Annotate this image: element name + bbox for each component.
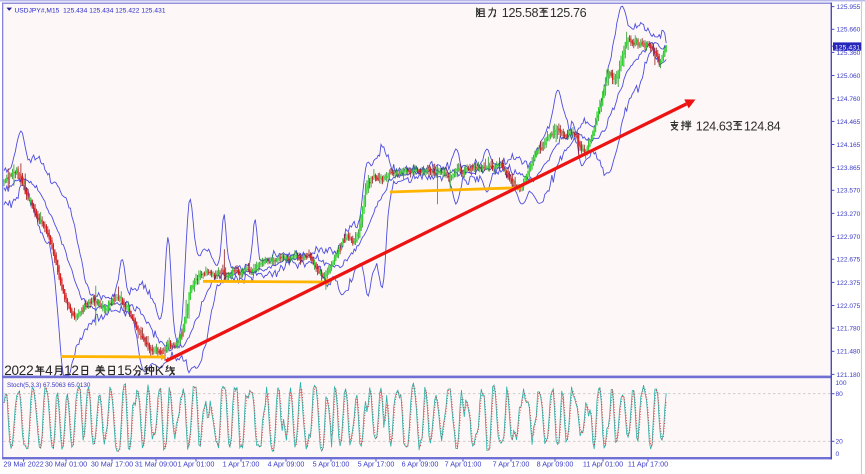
svg-text:125.060: 125.060	[837, 73, 861, 80]
svg-text:124.63: 124.63	[696, 119, 733, 133]
svg-text:11 Apr 17:00: 11 Apr 17:00	[628, 460, 668, 469]
svg-text:2022: 2022	[4, 363, 33, 378]
svg-text:7 Apr 01:00: 7 Apr 01:00	[445, 460, 482, 469]
svg-text:8 Apr 09:00: 8 Apr 09:00	[537, 460, 574, 469]
svg-text:30 Mar 17:00: 30 Mar 17:00	[91, 460, 133, 469]
svg-text:4 Apr 09:00: 4 Apr 09:00	[268, 460, 305, 469]
svg-text:125.76: 125.76	[550, 6, 587, 20]
svg-text:123.570: 123.570	[837, 188, 861, 195]
svg-text:100: 100	[836, 380, 847, 387]
svg-text:125.431: 125.431	[835, 44, 860, 51]
svg-text:121.180: 121.180	[837, 372, 861, 379]
svg-text:122.970: 122.970	[837, 234, 861, 241]
svg-text:122.675: 122.675	[837, 257, 861, 264]
svg-text:124.84: 124.84	[744, 119, 781, 133]
svg-text:122.075: 122.075	[837, 303, 861, 310]
svg-text:11 Apr 01:00: 11 Apr 01:00	[583, 460, 623, 469]
svg-text:121.780: 121.780	[837, 326, 861, 333]
svg-text:Stoch(5,3,3) 67.5063 65.0130: Stoch(5,3,3) 67.5063 65.0130	[7, 382, 91, 389]
svg-text:125.955: 125.955	[837, 4, 861, 11]
svg-text:1 Apr 17:00: 1 Apr 17:00	[223, 460, 260, 469]
svg-text:31 Mar 09:00: 31 Mar 09:00	[135, 460, 177, 469]
svg-text:30 Mar 01:00: 30 Mar 01:00	[45, 460, 87, 469]
svg-text:0: 0	[836, 451, 840, 458]
svg-text:124.165: 124.165	[837, 142, 861, 149]
svg-text:15: 15	[117, 363, 132, 378]
svg-text:7 Apr 17:00: 7 Apr 17:00	[493, 460, 530, 469]
svg-text:125.660: 125.660	[837, 27, 861, 34]
svg-text:121.480: 121.480	[837, 349, 861, 356]
svg-text:6 Apr 09:00: 6 Apr 09:00	[402, 460, 439, 469]
svg-text:K: K	[155, 363, 164, 378]
svg-text:5 Apr 17:00: 5 Apr 17:00	[358, 460, 395, 469]
svg-text:80: 80	[836, 391, 844, 398]
svg-text:1 Apr 01:00: 1 Apr 01:00	[178, 460, 215, 469]
svg-text:12: 12	[64, 363, 79, 378]
svg-text:123.270: 123.270	[837, 211, 861, 218]
svg-text:125.58: 125.58	[502, 6, 539, 20]
svg-text:29 Mar 2022: 29 Mar 2022	[3, 460, 43, 469]
svg-text:4: 4	[45, 363, 53, 378]
svg-text:20: 20	[836, 439, 844, 446]
svg-text:125.360: 125.360	[837, 50, 861, 57]
svg-text:124.465: 124.465	[837, 119, 861, 126]
svg-text:122.375: 122.375	[837, 280, 861, 287]
svg-text:USDJPY#,M15 125.434 125.434 1: USDJPY#,M15 125.434 125.434 125.422 125.…	[15, 8, 166, 15]
svg-text:124.760: 124.760	[837, 96, 861, 103]
svg-text:5 Apr 01:00: 5 Apr 01:00	[313, 460, 350, 469]
svg-text:123.865: 123.865	[837, 165, 861, 172]
